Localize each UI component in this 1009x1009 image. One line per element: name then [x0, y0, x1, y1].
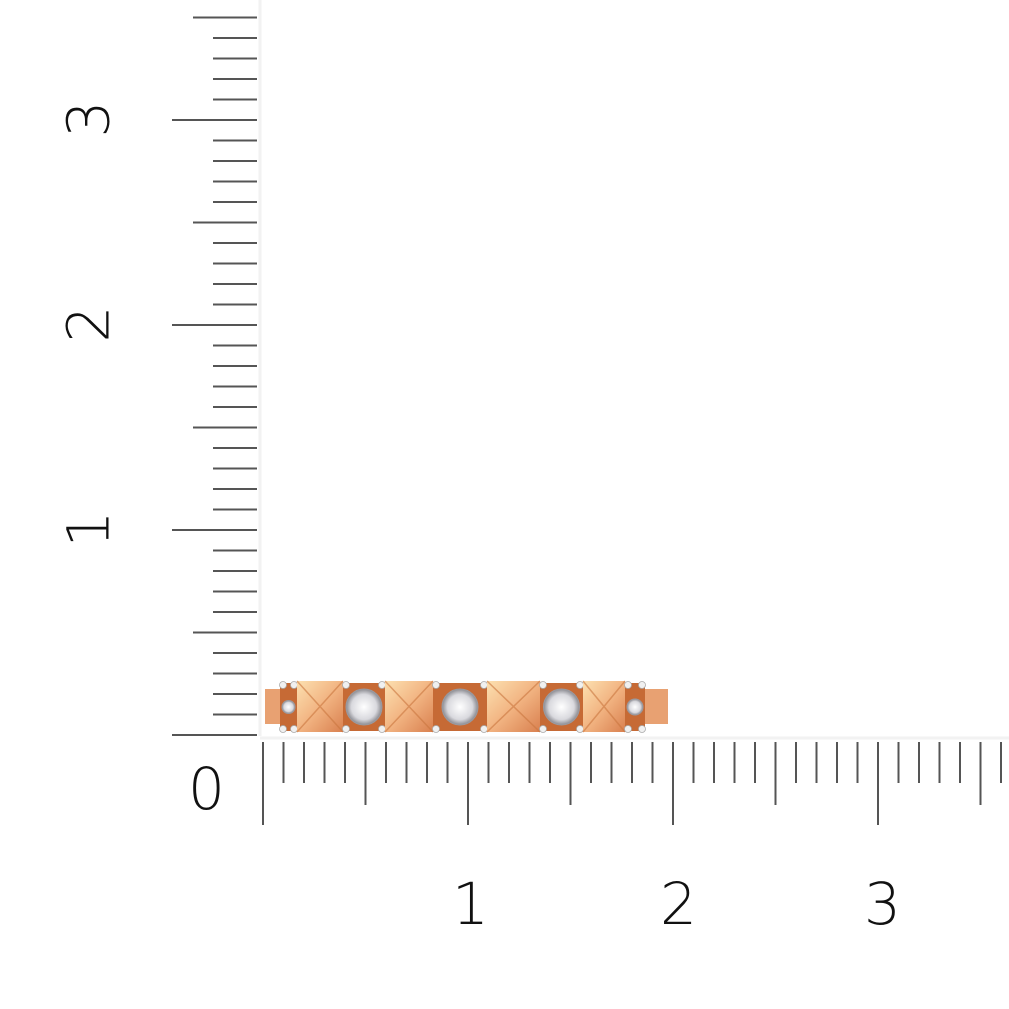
h-label-2: 2 — [660, 870, 697, 938]
prong — [480, 725, 488, 733]
prong — [480, 681, 488, 689]
h-label-1: 1 — [452, 870, 489, 938]
prong — [638, 725, 646, 733]
diamond — [626, 698, 644, 716]
v-label-1: 1 — [54, 510, 123, 548]
prong — [432, 681, 440, 689]
h-label-0: 0 — [188, 755, 225, 823]
prong — [624, 725, 632, 733]
v-label-2: 2 — [54, 305, 123, 343]
prong — [432, 725, 440, 733]
pyramid-facet — [296, 680, 344, 733]
prong — [539, 681, 547, 689]
pyramid-facet — [486, 680, 541, 733]
prong — [342, 681, 350, 689]
prong — [638, 681, 646, 689]
prong — [378, 681, 386, 689]
diamond — [543, 688, 580, 726]
prong — [279, 681, 287, 689]
prong — [576, 725, 584, 733]
prong — [576, 681, 584, 689]
v-label-3: 3 — [54, 100, 123, 138]
pyramid-facet — [384, 680, 434, 733]
prong — [539, 725, 547, 733]
prong — [342, 725, 350, 733]
diamond — [441, 688, 479, 726]
prong — [290, 725, 298, 733]
diamond — [281, 700, 296, 714]
prong — [290, 681, 298, 689]
prong — [279, 725, 287, 733]
h-label-3: 3 — [864, 870, 901, 938]
prong — [624, 681, 632, 689]
pyramid-facet — [582, 680, 626, 733]
diamond — [345, 688, 383, 726]
prong — [378, 725, 386, 733]
